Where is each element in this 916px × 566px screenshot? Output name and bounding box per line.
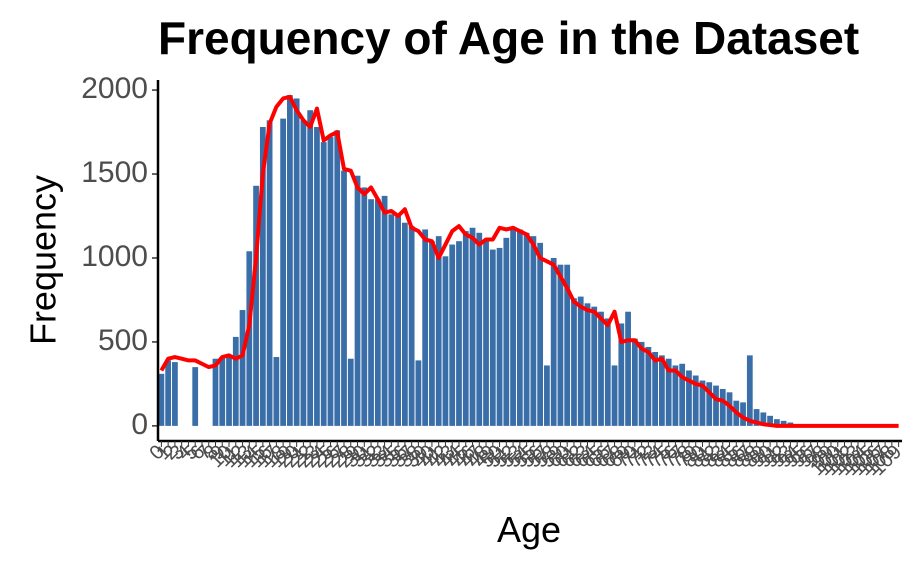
- y-tick-label: 2000: [81, 72, 148, 105]
- bar: [219, 357, 226, 426]
- trend-line: [159, 94, 899, 428]
- bar: [530, 236, 537, 426]
- bar: [442, 256, 449, 426]
- bar: [381, 195, 388, 426]
- bar: [408, 226, 415, 426]
- bar: [564, 264, 571, 426]
- bar: [598, 311, 604, 426]
- bar: [719, 388, 726, 426]
- bar: [638, 341, 645, 426]
- bar: [449, 244, 456, 426]
- bar: [401, 222, 408, 426]
- bar: [618, 323, 625, 426]
- bar: [341, 170, 347, 426]
- bar: [706, 382, 713, 426]
- bar: [611, 365, 618, 426]
- bar: [361, 187, 368, 426]
- bar: [523, 232, 530, 426]
- bar: [692, 375, 699, 426]
- bar: [435, 236, 442, 426]
- bar: [503, 237, 510, 426]
- y-tick-label: 1500: [81, 156, 148, 189]
- bar: [462, 231, 469, 426]
- bar: [469, 227, 476, 426]
- bar: [489, 249, 496, 426]
- bar: [665, 358, 672, 426]
- bar: [679, 363, 686, 426]
- bar: [746, 355, 753, 426]
- bar: [192, 367, 199, 426]
- bar: [496, 247, 503, 426]
- bar: [652, 352, 659, 426]
- bar: [713, 385, 719, 426]
- bar: [510, 227, 516, 426]
- bar: [226, 355, 232, 426]
- bar: [740, 402, 746, 426]
- bar: [631, 338, 638, 426]
- bar: [456, 241, 462, 426]
- bar: [773, 419, 780, 426]
- y-tick-label: 0: [131, 408, 148, 441]
- bar: [266, 120, 273, 426]
- bar: [368, 199, 374, 426]
- bar: [165, 360, 172, 426]
- bar: [767, 415, 773, 426]
- bar: [287, 95, 293, 426]
- bar: [273, 357, 280, 426]
- bar: [280, 118, 287, 426]
- bar: [172, 362, 178, 426]
- bar: [347, 358, 354, 426]
- bar: [591, 306, 598, 426]
- bar: [374, 199, 381, 426]
- bar: [212, 358, 219, 426]
- bar: [354, 175, 361, 426]
- bar: [476, 232, 483, 426]
- bar: [253, 185, 259, 426]
- x-axis-title: Age: [497, 509, 561, 550]
- bar: [429, 241, 435, 426]
- bar: [544, 365, 550, 426]
- bar: [334, 130, 341, 426]
- bar: [584, 303, 591, 426]
- bar: [604, 318, 611, 426]
- bar: [422, 229, 429, 426]
- y-tick-label: 1000: [81, 240, 148, 273]
- bar: [246, 251, 253, 426]
- y-tick-label: 500: [98, 324, 148, 357]
- bar: [760, 412, 767, 426]
- bar: [726, 392, 733, 426]
- bar: [571, 298, 577, 426]
- bar: [659, 355, 665, 426]
- bar: [395, 216, 401, 426]
- bar: [300, 120, 307, 426]
- bar: [537, 242, 544, 426]
- bar: [645, 346, 652, 426]
- bar: [699, 380, 706, 426]
- bar: [483, 241, 489, 426]
- bar: [753, 409, 760, 426]
- bar: [686, 370, 692, 426]
- bar: [625, 311, 631, 426]
- bar: [388, 214, 395, 426]
- bar: [307, 110, 314, 426]
- bar: [259, 127, 266, 426]
- chart-title: Frequency of Age in the Dataset: [158, 12, 859, 64]
- bar: [158, 373, 165, 426]
- y-axis-title: Frequency: [23, 175, 64, 345]
- bar: [239, 310, 246, 426]
- bar: [293, 98, 300, 426]
- bar: [320, 142, 327, 426]
- bar: [780, 420, 787, 426]
- bar: [314, 127, 320, 426]
- bar: [577, 296, 584, 426]
- bar: [516, 229, 523, 426]
- bar: [672, 365, 679, 426]
- bar: [550, 257, 557, 426]
- bar: [557, 264, 564, 426]
- bar: [415, 360, 422, 426]
- bar: [232, 336, 239, 426]
- bar: [327, 137, 334, 426]
